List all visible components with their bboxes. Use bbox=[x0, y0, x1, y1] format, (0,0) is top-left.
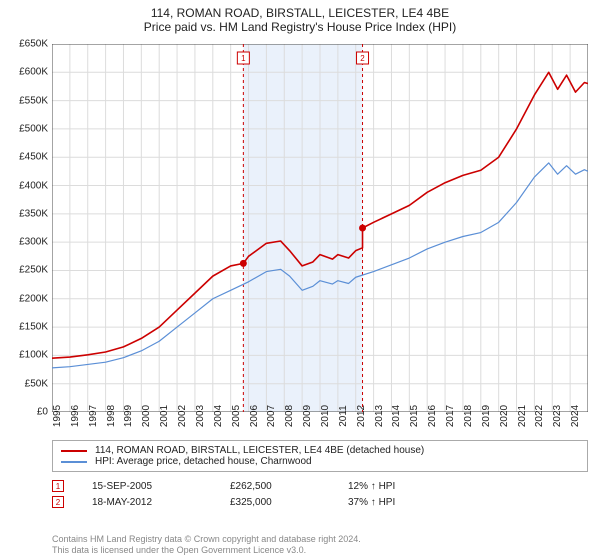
legend-label: 114, ROMAN ROAD, BIRSTALL, LEICESTER, LE… bbox=[95, 445, 424, 456]
legend-row: HPI: Average price, detached house, Char… bbox=[61, 456, 579, 467]
sale-row: 2 18-MAY-2012 £325,000 37% ↑ HPI bbox=[52, 496, 588, 508]
sale-marker: 2 bbox=[52, 496, 64, 508]
svg-text:1: 1 bbox=[241, 54, 246, 63]
y-tick-label: £400K bbox=[2, 180, 48, 191]
chart-area: 12 £0£50K£100K£150K£200K£250K£300K£350K£… bbox=[52, 44, 588, 412]
y-tick-label: £450K bbox=[2, 152, 48, 163]
title: 114, ROMAN ROAD, BIRSTALL, LEICESTER, LE… bbox=[0, 6, 600, 20]
y-tick-label: £0 bbox=[2, 407, 48, 418]
chart-titles: 114, ROMAN ROAD, BIRSTALL, LEICESTER, LE… bbox=[0, 0, 600, 36]
sale-delta: 12% ↑ HPI bbox=[348, 481, 395, 492]
sale-price: £262,500 bbox=[230, 481, 320, 492]
svg-text:2: 2 bbox=[360, 54, 365, 63]
subtitle: Price paid vs. HM Land Registry's House … bbox=[0, 20, 600, 34]
legend-label: HPI: Average price, detached house, Char… bbox=[95, 456, 312, 467]
y-tick-label: £200K bbox=[2, 293, 48, 304]
sale-row: 1 15-SEP-2005 £262,500 12% ↑ HPI bbox=[52, 480, 588, 492]
y-tick-label: £300K bbox=[2, 237, 48, 248]
sale-date: 15-SEP-2005 bbox=[92, 481, 202, 492]
sales-table: 1 15-SEP-2005 £262,500 12% ↑ HPI 2 18-MAY-201… bbox=[52, 480, 588, 512]
y-tick-label: £600K bbox=[2, 67, 48, 78]
legend-row: 114, ROMAN ROAD, BIRSTALL, LEICESTER, LE… bbox=[61, 445, 579, 456]
y-tick-label: £550K bbox=[2, 95, 48, 106]
sale-delta: 37% ↑ HPI bbox=[348, 497, 395, 508]
y-tick-label: £50K bbox=[2, 378, 48, 389]
y-tick-label: £150K bbox=[2, 322, 48, 333]
legend: 114, ROMAN ROAD, BIRSTALL, LEICESTER, LE… bbox=[52, 440, 588, 472]
footer-attribution: Contains HM Land Registry data © Crown c… bbox=[52, 534, 588, 556]
sale-price: £325,000 bbox=[230, 497, 320, 508]
sale-marker: 1 bbox=[52, 480, 64, 492]
sale-date: 18-MAY-2012 bbox=[92, 497, 202, 508]
legend-swatch bbox=[61, 461, 87, 463]
y-tick-label: £250K bbox=[2, 265, 48, 276]
y-tick-label: £650K bbox=[2, 39, 48, 50]
y-tick-label: £350K bbox=[2, 208, 48, 219]
x-tick-label: 2024 bbox=[570, 405, 594, 427]
line-chart: 12 bbox=[52, 44, 588, 412]
y-tick-label: £100K bbox=[2, 350, 48, 361]
footer-line: Contains HM Land Registry data © Crown c… bbox=[52, 534, 588, 545]
footer-line: This data is licensed under the Open Gov… bbox=[52, 545, 588, 556]
legend-swatch bbox=[61, 450, 87, 452]
y-tick-label: £500K bbox=[2, 123, 48, 134]
